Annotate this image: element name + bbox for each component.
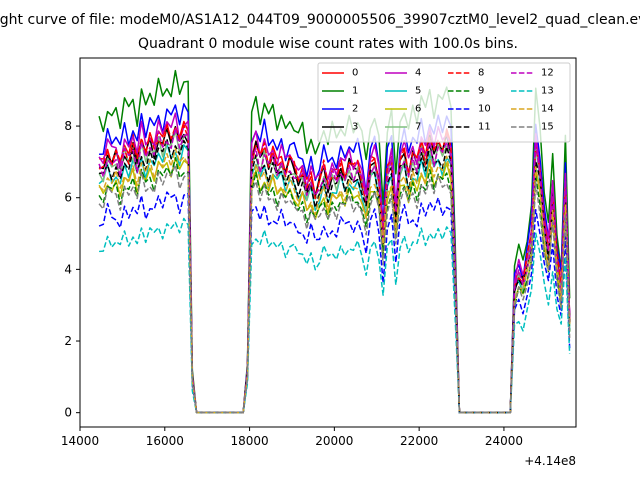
y-tick-label: 8 bbox=[64, 119, 72, 133]
series-line-10 bbox=[98, 191, 571, 414]
legend-label-4: 4 bbox=[415, 68, 421, 79]
legend-label-8: 8 bbox=[478, 68, 484, 79]
series-line-4 bbox=[98, 112, 571, 414]
x-tick-label: 16000 bbox=[146, 434, 184, 448]
series-layer bbox=[98, 69, 571, 414]
legend-label-15: 15 bbox=[541, 122, 554, 133]
legend-label-6: 6 bbox=[415, 104, 421, 115]
figure-suptitle: Light curve of file: modeM0/AS1A12_044T0… bbox=[0, 12, 640, 28]
legend-label-2: 2 bbox=[352, 104, 358, 115]
x-tick-label: 14000 bbox=[61, 434, 99, 448]
legend-label-7: 7 bbox=[415, 122, 421, 133]
legend-label-14: 14 bbox=[541, 104, 554, 115]
y-tick-label: 6 bbox=[64, 191, 72, 205]
legend-label-10: 10 bbox=[478, 104, 491, 115]
legend-label-3: 3 bbox=[352, 122, 358, 133]
legend-label-0: 0 bbox=[352, 68, 358, 79]
x-tick-label: 18000 bbox=[230, 434, 268, 448]
plot-frame bbox=[79, 57, 577, 428]
legend-label-12: 12 bbox=[541, 68, 554, 79]
y-tick-label: 2 bbox=[64, 334, 72, 348]
legend-label-13: 13 bbox=[541, 86, 554, 97]
legend-label-1: 1 bbox=[352, 86, 358, 97]
y-tick-label: 0 bbox=[64, 406, 72, 420]
series-line-9 bbox=[98, 157, 571, 414]
series-line-13 bbox=[99, 217, 571, 414]
x-offset-text: +4.14e8 bbox=[524, 454, 576, 468]
legend-label-5: 5 bbox=[415, 86, 421, 97]
series-line-14 bbox=[98, 148, 571, 414]
x-tick-label: 22000 bbox=[400, 434, 438, 448]
x-tick-label: 20000 bbox=[315, 434, 353, 448]
series-line-0 bbox=[99, 120, 571, 414]
y-tick-label: 4 bbox=[64, 262, 72, 276]
x-tick-label: 24000 bbox=[485, 434, 523, 448]
series-line-15 bbox=[98, 164, 571, 414]
legend-label-9: 9 bbox=[478, 86, 484, 97]
x-axis: 14000 16000 18000 20000 22000 24000 bbox=[61, 427, 523, 448]
y-axis: 0 2 4 6 8 bbox=[64, 119, 80, 420]
legend-box bbox=[317, 62, 571, 143]
chart-title: Quadrant 0 module wise count rates with … bbox=[138, 36, 518, 52]
legend-label-11: 11 bbox=[478, 122, 491, 133]
